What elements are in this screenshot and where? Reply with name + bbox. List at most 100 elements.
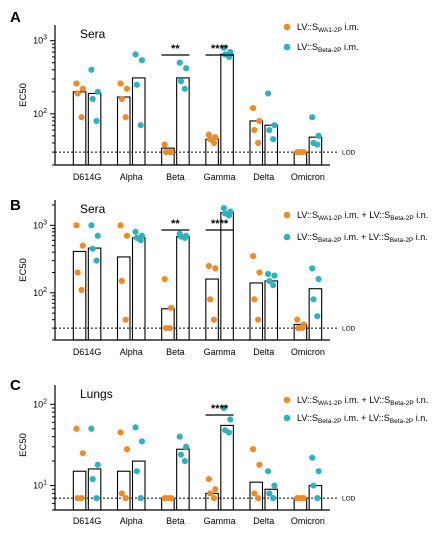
x-tick-label: Delta <box>253 172 274 182</box>
data-point <box>138 57 146 64</box>
data-point <box>118 277 125 285</box>
data-point <box>266 490 273 497</box>
data-point <box>138 438 146 445</box>
y-tick-label: 103 <box>33 35 47 46</box>
data-point <box>225 212 233 219</box>
data-point <box>225 429 233 436</box>
data-point <box>132 51 139 58</box>
bar <box>72 91 87 166</box>
legend-entry: LV::SWA1-2P i.m. + LV::SBeta-2P i.n. <box>297 210 428 222</box>
bar <box>264 280 279 341</box>
data-point <box>176 59 183 66</box>
data-point <box>251 296 258 303</box>
data-point <box>315 132 322 139</box>
significance-label: ** <box>171 43 180 55</box>
data-point <box>207 296 214 303</box>
x-tick-label: Omicron <box>291 516 325 526</box>
data-point <box>181 85 188 92</box>
bar <box>116 256 131 341</box>
data-point <box>73 222 80 229</box>
data-point <box>117 222 124 229</box>
data-point <box>78 286 85 294</box>
data-point <box>177 451 185 458</box>
bar <box>264 488 279 511</box>
x-tick-label: Beta <box>166 347 185 357</box>
significance-label: ** <box>171 218 180 230</box>
data-point <box>176 433 183 440</box>
data-point <box>271 482 278 489</box>
bar <box>116 470 131 511</box>
data-point <box>122 114 129 121</box>
data-point <box>74 90 81 97</box>
legend-entry: LV::SBeta-2P i.m. <box>297 42 359 54</box>
data-point <box>79 242 86 249</box>
bar <box>308 288 323 341</box>
chart-panel-C: C Lungs EC50 101 102 LOD D614G Alpha Beta Gamma De… <box>10 377 428 526</box>
data-point <box>123 446 131 453</box>
data-point <box>212 265 219 272</box>
data-point <box>161 141 168 148</box>
data-point <box>315 275 322 283</box>
data-point <box>210 495 218 502</box>
bar <box>220 424 234 511</box>
significance-label: **** <box>211 218 229 230</box>
data-point <box>309 114 316 121</box>
data-point <box>137 122 144 129</box>
lod-label: LOD <box>342 496 356 503</box>
bar <box>72 470 87 511</box>
legend-entry: LV::SWA1-2P i.m. <box>297 22 359 34</box>
data-point <box>88 222 95 229</box>
data-point <box>123 232 131 239</box>
data-point <box>299 149 306 156</box>
data-point <box>309 265 316 272</box>
legend-marker <box>283 396 291 404</box>
panel-letter: B <box>10 197 21 214</box>
significance-label: **** <box>211 43 229 55</box>
data-point <box>181 457 188 465</box>
data-point <box>183 65 190 72</box>
data-point <box>205 476 212 483</box>
data-point <box>212 134 219 141</box>
y-tick-label: 102 <box>33 287 47 298</box>
data-point <box>78 114 85 121</box>
panel-tag: Sera <box>80 27 106 41</box>
x-tick-label: Alpha <box>120 172 143 182</box>
bar <box>161 308 175 341</box>
legend-marker <box>283 233 291 241</box>
data-point <box>177 78 185 85</box>
bar <box>176 236 190 341</box>
bar <box>249 120 264 166</box>
data-point <box>207 136 214 143</box>
bar <box>308 136 323 166</box>
data-point <box>79 85 86 92</box>
legend-marker <box>283 23 291 31</box>
bar <box>131 460 146 511</box>
data-point <box>270 495 277 502</box>
data-point <box>227 416 234 423</box>
bar <box>176 448 190 511</box>
data-point <box>118 490 125 497</box>
data-point <box>166 149 173 156</box>
y-axis-label: EC50 <box>18 258 29 282</box>
data-point <box>210 316 218 323</box>
data-point <box>79 450 86 457</box>
data-point <box>264 468 272 475</box>
bar <box>116 96 131 166</box>
data-point <box>94 88 101 95</box>
data-point <box>256 461 263 468</box>
data-point <box>271 272 278 279</box>
y-tick-label: 101 <box>33 480 47 491</box>
data-point <box>89 95 96 103</box>
data-point <box>166 325 173 332</box>
data-point <box>205 262 212 270</box>
data-point <box>207 490 214 497</box>
data-point <box>255 139 262 147</box>
panel-tag: Sera <box>80 202 106 216</box>
x-tick-label: Omicron <box>291 172 325 182</box>
bar <box>176 77 190 166</box>
data-point <box>117 80 124 87</box>
data-point <box>220 204 227 212</box>
data-point <box>133 468 140 475</box>
bar <box>264 124 279 166</box>
data-point <box>118 95 125 103</box>
